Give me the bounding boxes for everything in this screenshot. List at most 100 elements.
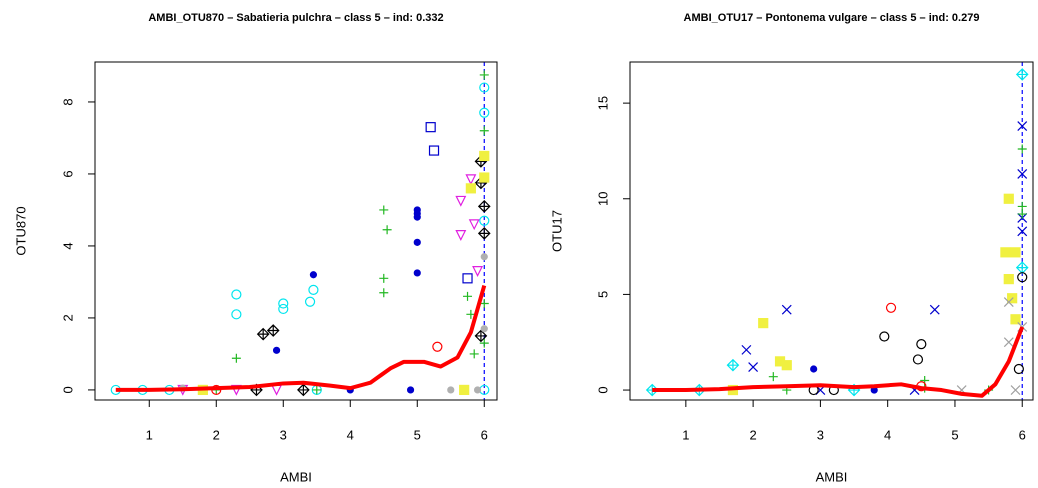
point	[916, 339, 927, 350]
y-tick-label: 15	[595, 96, 610, 110]
point	[230, 384, 242, 396]
point	[474, 329, 488, 343]
point	[477, 199, 491, 213]
point	[479, 126, 489, 136]
point	[479, 299, 489, 309]
point	[480, 253, 488, 261]
point	[382, 225, 392, 235]
x-tick-label: 5	[951, 427, 958, 442]
point	[465, 183, 476, 194]
y-tick-label: 4	[60, 242, 75, 249]
point	[463, 291, 473, 301]
x-tick-label: 6	[1019, 427, 1026, 442]
point	[413, 238, 421, 246]
x-tick-label: 3	[280, 427, 287, 442]
point	[413, 269, 421, 277]
point	[1010, 385, 1021, 395]
point	[473, 386, 482, 394]
x-tick-label: 1	[682, 427, 689, 442]
point	[459, 384, 470, 396]
y-tick-label: 8	[60, 98, 75, 105]
point	[1017, 201, 1027, 211]
point	[1000, 247, 1011, 258]
point	[272, 346, 281, 354]
point	[477, 226, 491, 240]
point	[479, 172, 490, 183]
point	[479, 70, 489, 80]
point	[929, 304, 940, 315]
x-tick-label: 2	[750, 427, 757, 442]
point	[271, 384, 283, 396]
x-tick-label: 2	[213, 427, 220, 442]
point	[379, 288, 389, 298]
point	[425, 122, 436, 133]
x-axis-label: AMBI	[280, 469, 312, 484]
point	[308, 284, 319, 295]
smooth-curve	[115, 284, 487, 392]
point	[1003, 274, 1014, 285]
point	[256, 327, 270, 341]
y-axis-label: OTU17	[549, 210, 564, 252]
y-tick-label: 0	[595, 386, 610, 393]
point	[379, 273, 389, 283]
point	[231, 289, 242, 300]
x-axis-label: AMBI	[816, 469, 848, 484]
point	[465, 174, 477, 186]
chart-title: AMBI_OTU17 – Pontonema vulgare – class 5…	[684, 12, 980, 24]
point	[455, 230, 467, 241]
point	[479, 338, 489, 348]
point	[781, 304, 792, 315]
x-tick-label: 4	[884, 427, 891, 442]
point	[1015, 261, 1029, 274]
y-tick-label: 0	[60, 386, 75, 393]
point	[480, 325, 488, 333]
point	[432, 341, 443, 352]
point	[1010, 247, 1021, 258]
point	[1003, 297, 1014, 307]
point	[1017, 144, 1027, 154]
point	[1017, 272, 1028, 283]
point	[466, 309, 476, 319]
point	[726, 358, 740, 372]
point	[1017, 209, 1027, 219]
point	[479, 150, 490, 162]
point	[447, 386, 455, 394]
point	[748, 362, 759, 373]
point	[885, 302, 897, 313]
x-tick-label: 1	[146, 427, 153, 442]
plot-frame	[629, 61, 1034, 401]
point	[278, 303, 289, 315]
point	[810, 365, 818, 373]
smooth-curve	[652, 326, 1025, 398]
point	[1017, 121, 1028, 132]
y-tick-label: 5	[595, 291, 610, 298]
y-tick-label: 6	[60, 170, 75, 177]
x-tick-label: 4	[347, 427, 354, 442]
point	[912, 354, 924, 365]
point	[1003, 193, 1014, 204]
point	[479, 215, 490, 226]
point	[231, 353, 241, 363]
x-tick-label: 6	[481, 427, 488, 442]
point	[479, 82, 490, 93]
point	[1003, 337, 1014, 348]
point	[758, 318, 769, 329]
point	[304, 296, 316, 307]
point	[1015, 68, 1029, 81]
point	[468, 219, 480, 231]
plot-frame	[94, 61, 498, 401]
point	[768, 372, 778, 382]
point	[1010, 314, 1021, 325]
point	[741, 344, 752, 355]
point	[312, 385, 322, 395]
point	[406, 386, 415, 394]
point	[1017, 168, 1028, 179]
point	[309, 271, 318, 279]
point	[297, 383, 310, 397]
point	[781, 360, 792, 371]
chart-title: AMBI_OTU870 – Sabatieria pulchra – class…	[148, 12, 443, 24]
y-axis-label: OTU870	[13, 206, 28, 255]
point	[879, 331, 890, 342]
point	[472, 266, 484, 277]
point	[462, 273, 473, 284]
